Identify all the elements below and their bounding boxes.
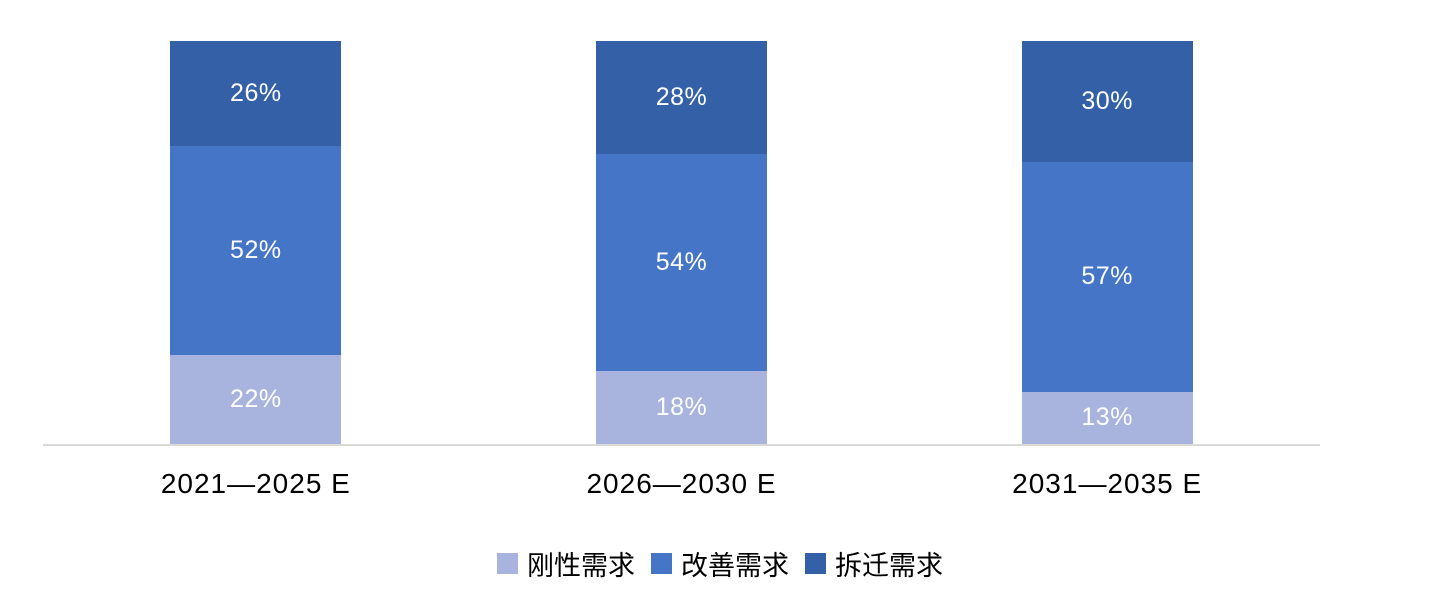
- bar-slot: 26% 52% 22%: [43, 41, 469, 444]
- plot-area: 26% 52% 22% 28% 54% 18% 30% 57% 13%: [43, 41, 1320, 446]
- legend-label: 刚性需求: [527, 551, 635, 581]
- legend-label: 拆迁需求: [835, 551, 943, 581]
- data-label: 22%: [230, 385, 282, 414]
- legend-swatch-icon: [651, 553, 672, 574]
- stacked-bar: 26% 52% 22%: [170, 41, 342, 444]
- bar-slot: 30% 57% 13%: [894, 41, 1320, 444]
- legend-label: 改善需求: [681, 551, 789, 581]
- bar-segment: 28%: [596, 41, 767, 154]
- bar-segment: 57%: [1021, 161, 1193, 392]
- stacked-bar: 30% 57% 13%: [1021, 41, 1193, 444]
- x-axis-tick-label: 2021—2025 E: [160, 468, 351, 499]
- x-axis-tick-label: 2031—2035 E: [1012, 468, 1203, 499]
- bar-segment: 30%: [1021, 41, 1193, 162]
- bar-segment: 26%: [170, 41, 342, 146]
- data-label: 28%: [655, 82, 708, 111]
- data-label: 18%: [655, 393, 708, 422]
- data-label: 54%: [655, 248, 708, 277]
- x-axis-labels: 2021—2025 E 2026—2030 E 2031—2035 E: [43, 468, 1320, 500]
- bar-segment: 22%: [170, 355, 342, 444]
- bar-segment: 13%: [1021, 391, 1193, 444]
- x-axis-tick-label: 2026—2030 E: [586, 468, 777, 499]
- bar-segment: 52%: [170, 145, 342, 356]
- bar-slot: 28% 54% 18%: [469, 41, 895, 444]
- data-label: 52%: [230, 236, 282, 265]
- bar-segment: 54%: [596, 153, 767, 372]
- chart-legend: 刚性需求 改善需求 拆迁需求: [0, 544, 1440, 583]
- data-label: 13%: [1081, 403, 1133, 432]
- legend-swatch-icon: [805, 553, 826, 574]
- data-label: 26%: [230, 78, 282, 107]
- legend-item: 改善需求: [651, 544, 789, 583]
- legend-item: 刚性需求: [497, 544, 635, 583]
- legend-swatch-icon: [497, 553, 518, 574]
- stacked-bar: 28% 54% 18%: [596, 41, 767, 444]
- legend-item: 拆迁需求: [805, 544, 943, 583]
- data-label: 57%: [1081, 262, 1133, 291]
- data-label: 30%: [1081, 86, 1133, 115]
- bar-segment: 18%: [596, 371, 767, 444]
